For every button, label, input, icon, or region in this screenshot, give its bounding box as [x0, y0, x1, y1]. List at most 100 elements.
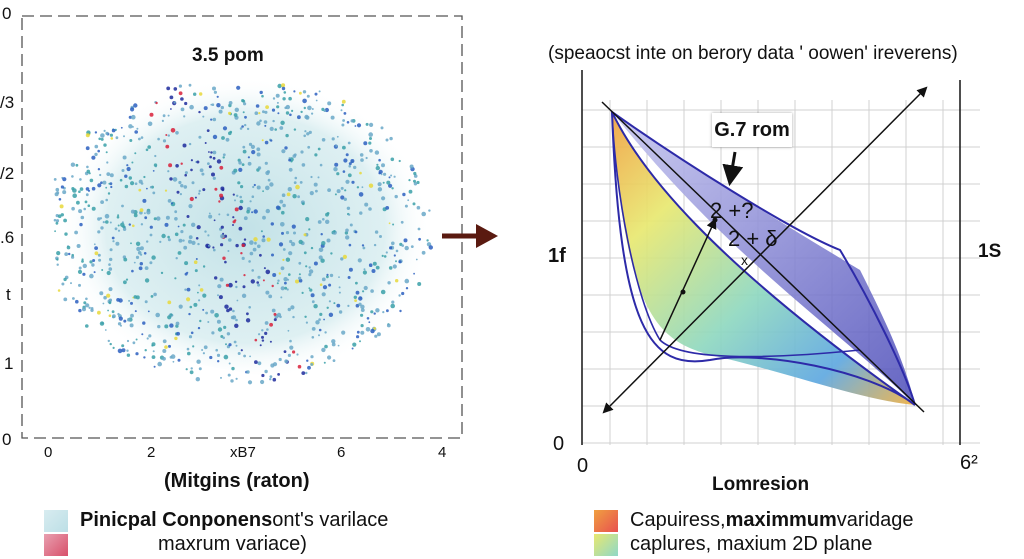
scatter-point	[184, 261, 189, 266]
scatter-point	[71, 253, 74, 257]
scatter-point	[186, 347, 190, 351]
scatter-point	[398, 294, 401, 297]
scatter-point	[81, 258, 84, 261]
scatter-point	[117, 322, 122, 326]
scatter-point	[264, 331, 268, 335]
scatter-point	[144, 349, 147, 352]
scatter-point	[151, 344, 154, 347]
scatter-point	[202, 308, 205, 311]
scatter-point	[186, 297, 191, 302]
scatter-point	[391, 241, 395, 246]
scatter-point	[214, 187, 218, 191]
scatter-point	[53, 218, 57, 222]
scatter-point	[360, 324, 364, 328]
scatter-point	[122, 227, 127, 231]
scatter-point	[277, 279, 280, 282]
scatter-point	[124, 184, 129, 189]
scatter-point	[366, 317, 370, 320]
scatter-point	[365, 327, 371, 332]
scatter-point	[275, 205, 281, 210]
scatter-point	[216, 159, 222, 164]
scatter-point	[161, 119, 164, 122]
scatter-point	[216, 95, 219, 98]
scatter-point	[336, 172, 340, 176]
scatter-point	[194, 196, 197, 199]
scatter-point	[121, 204, 124, 208]
scatter-point	[421, 211, 427, 217]
scatter-point	[183, 245, 188, 250]
scatter-point	[287, 278, 290, 281]
scatter-point	[188, 335, 193, 339]
scatter-point	[128, 176, 132, 180]
scatter-point	[412, 202, 416, 206]
formula-subscript: x	[741, 252, 748, 268]
scatter-point	[167, 199, 172, 203]
scatter-point	[155, 101, 158, 105]
scatter-point	[241, 243, 245, 248]
scatter-point	[341, 330, 346, 335]
scatter-point	[362, 290, 365, 293]
scatter-point	[334, 162, 339, 167]
scatter-point	[276, 101, 279, 104]
scatter-point	[207, 162, 210, 166]
scatter-point	[368, 141, 372, 145]
legend-right-item-1: Capuiress, maximmum varidage	[594, 509, 913, 532]
scatter-point	[214, 313, 219, 318]
scatter-point	[222, 256, 226, 260]
scatter-point	[246, 312, 249, 316]
scatter-point	[149, 112, 154, 117]
scatter-point	[100, 200, 104, 205]
scatter-point	[280, 296, 283, 299]
scatter-point	[395, 279, 399, 283]
scatter-point	[74, 230, 78, 235]
scatter-point	[361, 186, 364, 189]
scatter-point	[241, 125, 244, 128]
scatter-point	[135, 352, 139, 356]
scatter-point	[131, 114, 136, 120]
scatter-point	[382, 311, 385, 314]
scatter-point	[354, 230, 358, 234]
scatter-point	[287, 307, 291, 312]
scatter-point	[370, 289, 374, 293]
scatter-point	[328, 283, 332, 287]
scatter-point	[97, 310, 101, 315]
scatter-point	[130, 242, 132, 245]
scatter-point	[298, 239, 303, 245]
scatter-point	[382, 181, 385, 184]
scatter-point	[217, 327, 223, 332]
scatter-point	[75, 299, 79, 304]
scatter-point	[327, 101, 332, 106]
scatter-point	[220, 234, 225, 239]
scatter-point	[346, 121, 350, 124]
scatter-point	[216, 319, 221, 324]
scatter-point	[308, 269, 314, 274]
scatter-point	[259, 119, 262, 123]
y-tick-5: 1	[4, 354, 14, 373]
scatter-point	[371, 269, 376, 273]
scatter-point	[260, 230, 263, 233]
scatter-point	[85, 193, 89, 197]
scatter-point	[94, 251, 99, 256]
scatter-point	[310, 246, 314, 250]
formula-line-2: 2 + δ	[728, 226, 778, 251]
scatter-point	[189, 196, 194, 202]
scatter-point	[343, 158, 348, 163]
scatter-point	[210, 118, 213, 121]
scatter-point	[149, 261, 153, 265]
scatter-point	[363, 285, 368, 291]
scatter-point	[170, 128, 176, 133]
scatter-point	[365, 156, 368, 160]
scatter-point	[61, 282, 65, 286]
scatter-point	[128, 124, 133, 129]
scatter-point	[279, 199, 284, 204]
scatter-point	[305, 371, 308, 375]
scatter-point	[261, 329, 264, 332]
scatter-point	[190, 168, 193, 172]
scatter-point	[272, 273, 277, 277]
scatter-point	[303, 134, 307, 138]
scatter-point	[151, 255, 156, 260]
scatter-point	[116, 215, 120, 219]
scatter-point	[350, 159, 355, 163]
scatter-point	[123, 280, 127, 285]
scatter-point	[136, 246, 141, 252]
